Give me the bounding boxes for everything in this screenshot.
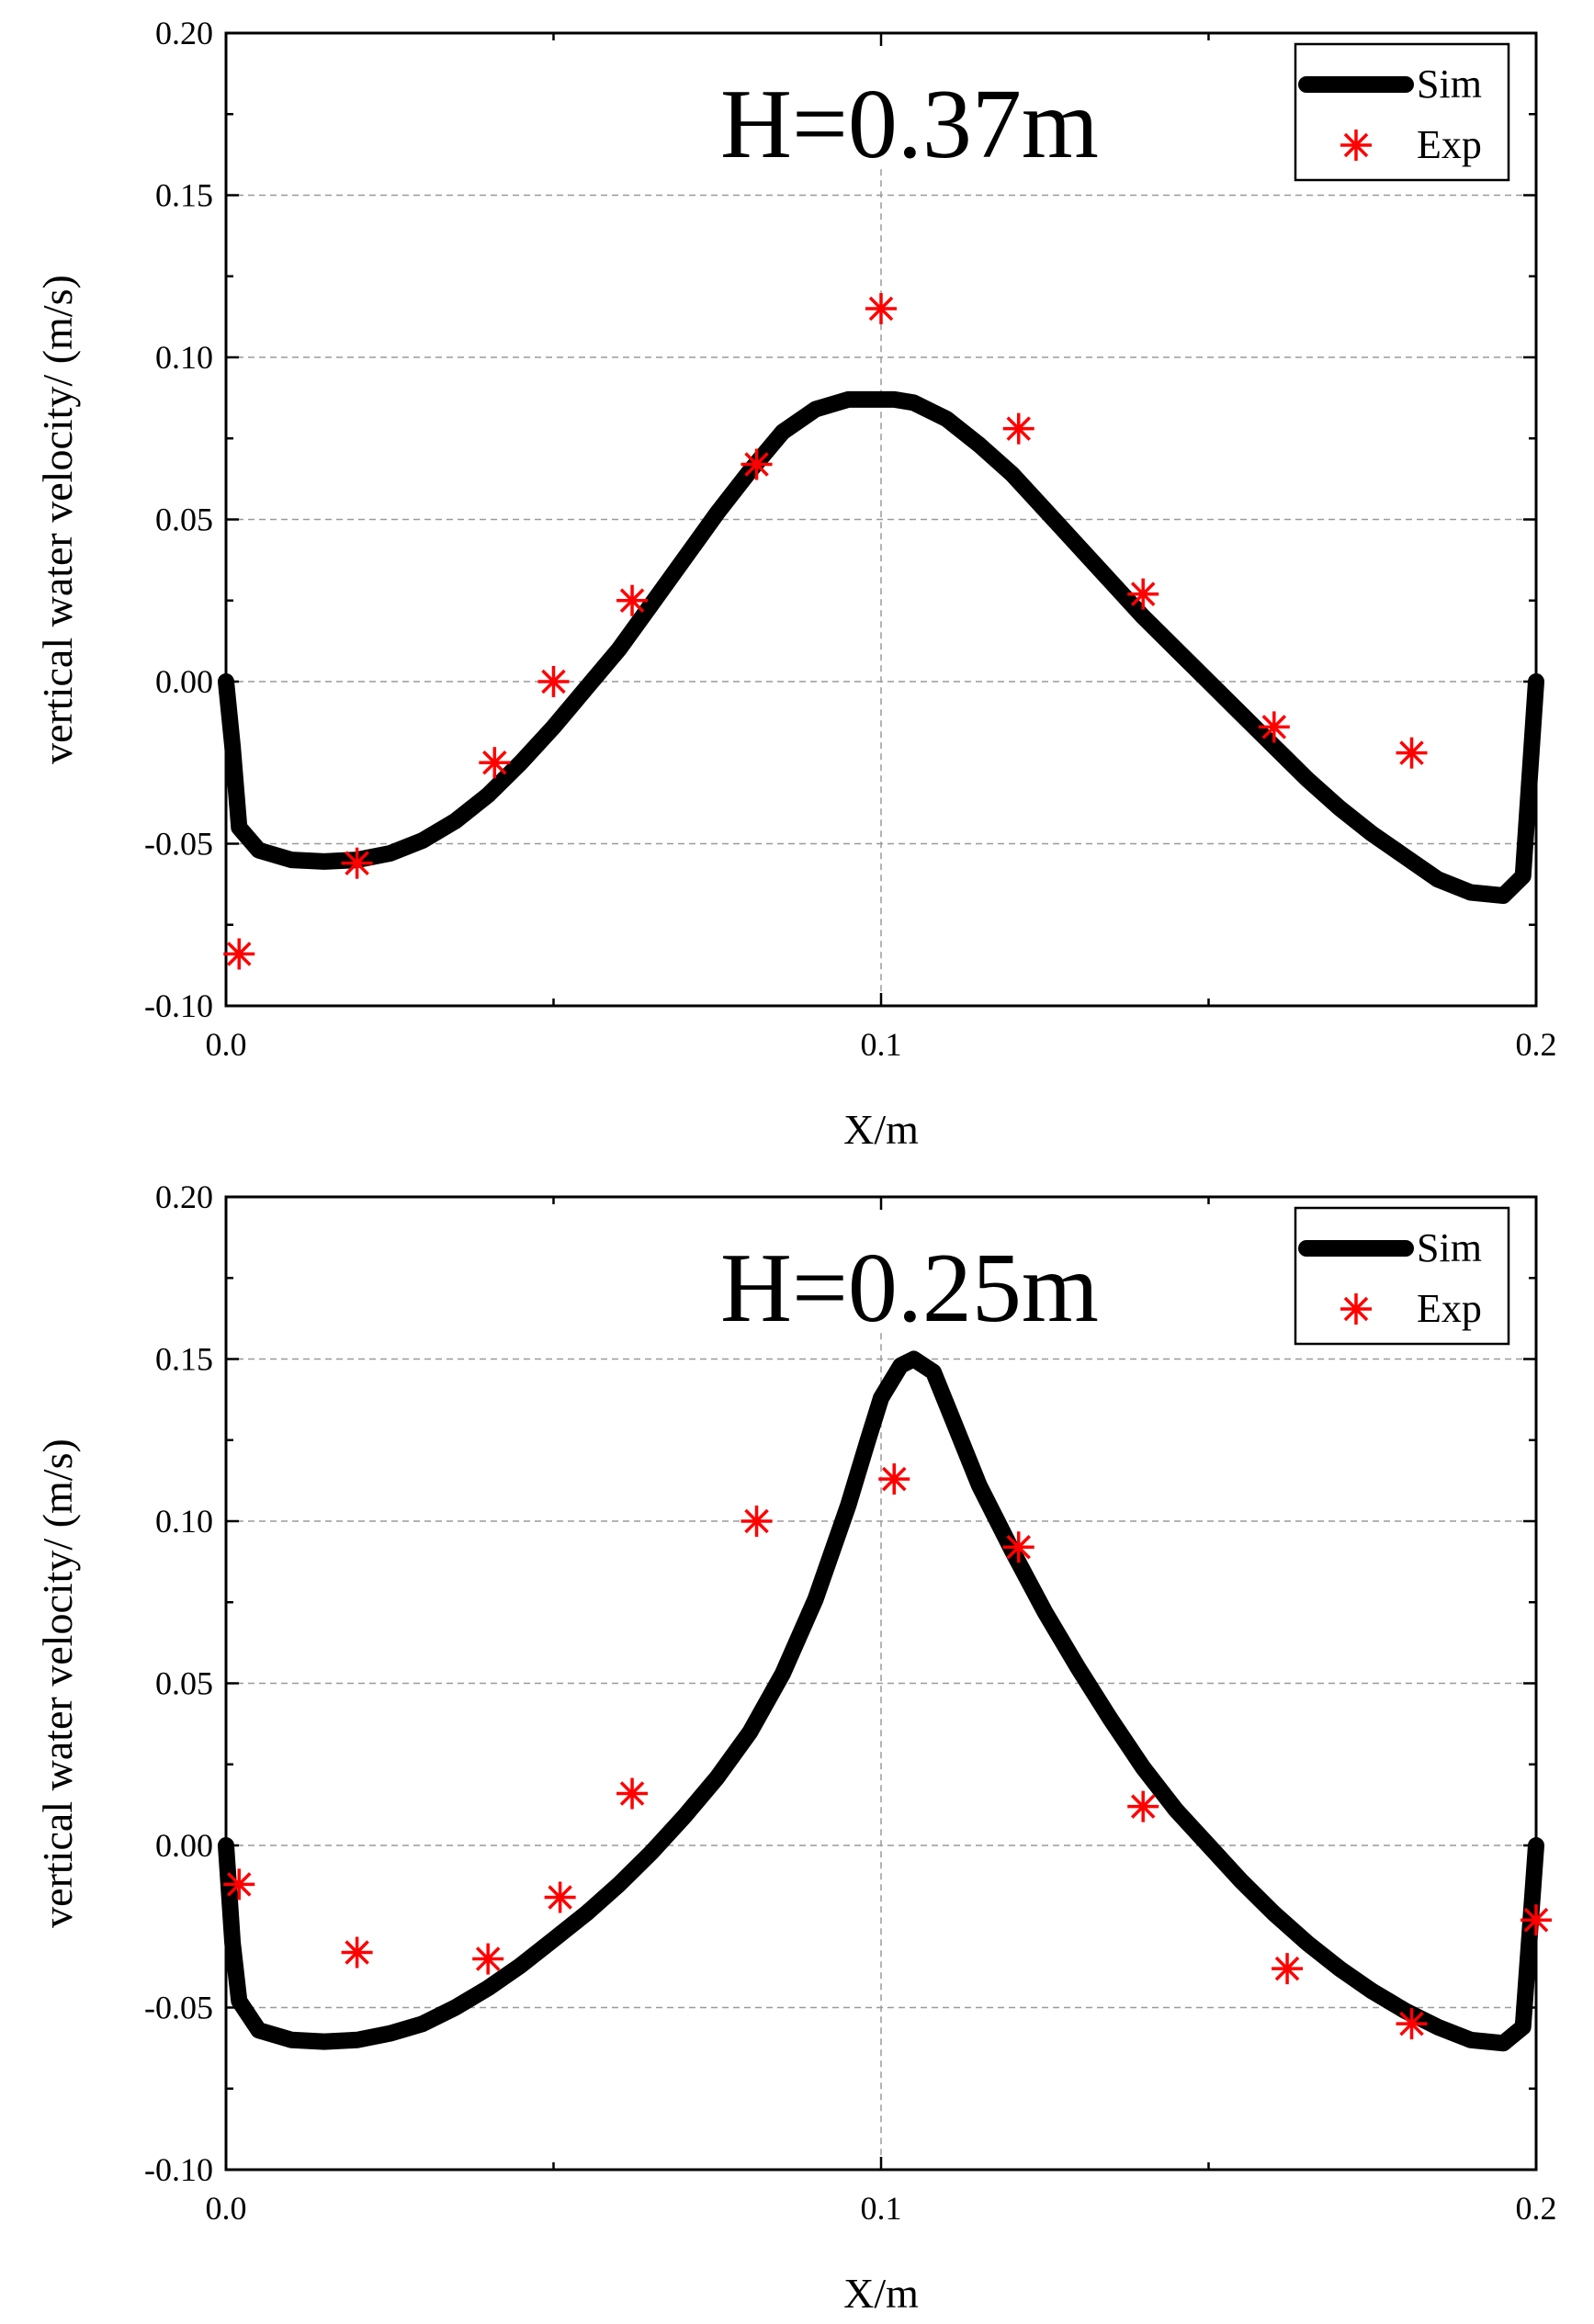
y-tick-label: 0.15 [155,177,213,214]
y-tick-label: -0.05 [144,826,213,863]
data-point [544,1881,576,1913]
series-line-sim [218,390,1544,904]
y-tick-label: 0.00 [155,663,213,700]
data-point [1258,711,1290,743]
data-point [479,747,511,779]
legend-exp-swatch [1340,1293,1372,1325]
data-point [865,293,897,325]
data-point [1127,1790,1159,1822]
legend-sim-label: Sim [1417,1225,1482,1270]
data-point [472,1943,504,1975]
y-axis-label: vertical water velocity/ (m/s) [34,1438,81,1928]
data-point [616,1777,649,1810]
series-scatter-exp [223,293,1428,970]
data-point [1002,412,1034,445]
y-tick-label: 0.05 [155,1665,213,1702]
series-line-sim [218,1350,1544,2052]
point-stroke [1130,581,1156,606]
y-tick-label: 0.05 [155,502,213,538]
gridlines [226,1333,1536,2170]
x-tick-label: 0.0 [206,1026,247,1063]
point-stroke [1399,740,1424,765]
point-stroke [345,1940,369,1965]
x-axis: 0.0 0.1 0.2 [206,1197,1557,2227]
data-point [223,938,255,970]
y-tick-label: 0.10 [155,1503,213,1540]
x-tick-label: 0.1 [861,1026,902,1063]
legend-sim-label: Sim [1417,62,1482,107]
point-stroke [345,851,369,875]
data-point [341,847,373,879]
y-axis: -0.10 -0.05 0.00 0.05 0.10 0.15 0.20 [144,15,1536,1024]
point-stroke [227,1872,252,1897]
y-axis: -0.10 -0.05 0.00 0.05 0.10 0.15 0.20 [144,1179,1536,2188]
point-stroke [619,1781,645,1806]
data-point [341,1936,373,1969]
point-stroke [1399,2011,1424,2036]
data-point [740,1506,773,1537]
data-point [1002,1531,1034,1563]
chart-annotation: H=0.25m [720,1234,1099,1343]
data-point [223,1868,255,1901]
legend-exp-stroke [1343,132,1369,158]
point-stroke [482,750,507,775]
chart-panel-bottom: -0.10 -0.05 0.00 0.05 0.10 0.15 0.20 0.0 0.1 0.2 X… [34,1179,1557,2317]
legend: Sim Exp [1294,1206,1510,1346]
legend-box [1294,42,1510,182]
point-stroke [1006,416,1031,441]
y-tick-label: 0.10 [155,339,213,376]
legend: Sim Exp [1294,42,1510,182]
y-tick-label: 0.20 [155,15,213,51]
x-tick-label: 0.1 [861,2190,902,2227]
y-tick-label: 0.20 [155,1179,213,1215]
legend-exp-label: Exp [1417,122,1482,167]
point-stroke [868,296,894,322]
x-axis-label: X/m [843,1106,919,1153]
data-point [740,448,773,480]
y-tick-label: -0.10 [144,987,213,1024]
legend-exp-swatch [1340,130,1372,161]
series-scatter-exp [223,1463,1552,2040]
data-point [878,1463,910,1495]
x-axis: 0.0 0.1 0.2 [206,33,1557,1063]
y-tick-label: -0.05 [144,1990,213,2026]
x-tick-label: 0.2 [1516,2190,1557,2227]
point-stroke [1523,1907,1549,1933]
legend-exp-stroke [1343,1296,1369,1322]
legend-exp-label: Exp [1417,1286,1482,1331]
point-stroke [744,1508,769,1534]
point-stroke [1274,1956,1300,1981]
data-point [537,666,570,697]
point-stroke [548,1885,572,1910]
gridlines [226,169,1536,1006]
x-tick-label: 0.0 [206,2190,247,2227]
point-stroke [1261,715,1287,739]
y-axis-label: vertical water velocity/ (m/s) [34,275,81,764]
y-tick-label: 0.15 [155,1341,213,1378]
point-stroke [882,1466,907,1492]
legend-box [1294,1206,1510,1346]
point-stroke [744,452,769,477]
data-point [1127,578,1159,610]
data-point [616,584,649,616]
point-stroke [541,669,566,694]
point-stroke [1130,1794,1156,1819]
point-stroke [1006,1534,1031,1560]
point-stroke [475,1946,501,1971]
chart-panel-top: -0.10 -0.05 0.00 0.05 0.10 0.15 0.20 0.0 0.1 0.2 X… [34,15,1557,1153]
y-tick-label: 0.00 [155,1827,213,1864]
data-point [1521,1904,1552,1936]
data-point [1396,737,1428,769]
data-point [1396,2008,1428,2040]
point-stroke [619,588,645,614]
data-point [1272,1953,1304,1985]
y-tick-label: -0.10 [144,2151,213,2188]
chart-annotation: H=0.37m [720,70,1099,179]
x-axis-label: X/m [843,2270,919,2317]
x-tick-label: 0.2 [1516,1026,1557,1063]
point-stroke [227,942,252,966]
